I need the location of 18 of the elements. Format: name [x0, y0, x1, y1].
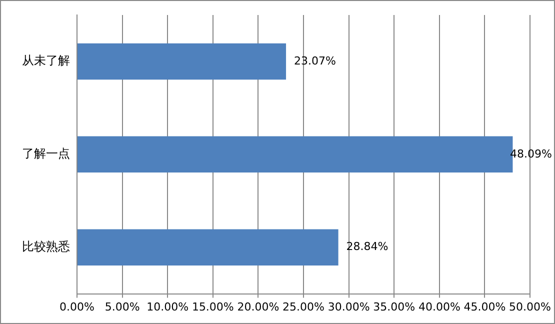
- x-tick-label: 15.00%: [192, 300, 234, 314]
- x-tick-label: 0.00%: [60, 300, 94, 314]
- x-tick-label: 30.00%: [328, 300, 370, 314]
- y-tick-label: 从未了解: [22, 54, 70, 68]
- x-tick-label: 20.00%: [237, 300, 280, 314]
- y-tick-label: 比较熟悉: [22, 239, 70, 254]
- y-tick-label: 了解一点: [22, 146, 70, 161]
- x-tick-label: 25.00%: [282, 300, 324, 314]
- x-tick-label: 40.00%: [418, 300, 460, 314]
- x-tick-label: 45.00%: [464, 300, 506, 314]
- data-label: 23.07%: [294, 54, 336, 68]
- x-tick-label: 35.00%: [373, 300, 416, 314]
- x-tick-label: 10.00%: [146, 300, 189, 314]
- data-label: 28.84%: [346, 240, 388, 254]
- x-tick-label: 50.00%: [509, 300, 552, 314]
- bar: [78, 43, 286, 80]
- x-tick-label: 5.00%: [104, 300, 140, 314]
- bar: [78, 229, 338, 266]
